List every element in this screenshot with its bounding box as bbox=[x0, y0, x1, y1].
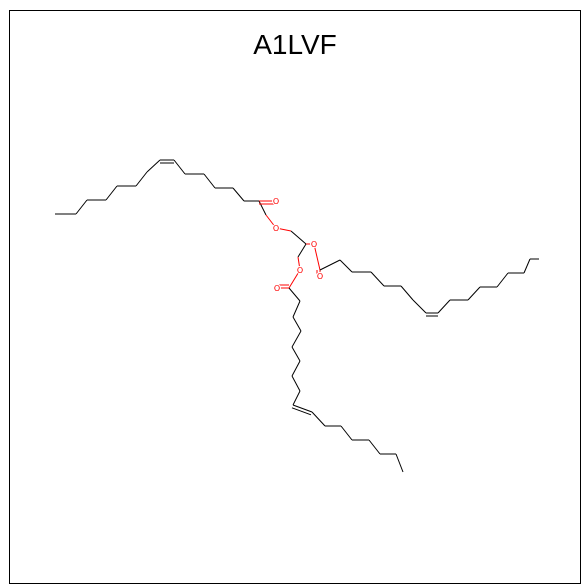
double-bond-line bbox=[291, 407, 312, 416]
bond bbox=[173, 159, 186, 175]
oxygen-atom-label: O bbox=[311, 240, 317, 249]
oxygen-atom-label: O bbox=[274, 284, 280, 293]
bond bbox=[437, 299, 451, 314]
atom-label-background bbox=[272, 197, 280, 205]
bond bbox=[292, 300, 301, 318]
bond bbox=[291, 346, 301, 362]
oxygen-atom-label: O bbox=[317, 272, 323, 281]
bond bbox=[290, 230, 307, 245]
bond bbox=[297, 243, 307, 258]
bond bbox=[400, 285, 414, 301]
atom-label-background bbox=[296, 266, 304, 274]
atom-label-background bbox=[273, 284, 281, 292]
bond bbox=[292, 390, 301, 406]
bond bbox=[313, 243, 321, 271]
bond bbox=[232, 187, 245, 202]
bond bbox=[523, 258, 531, 274]
compound-title: A1LVF bbox=[253, 29, 337, 60]
bond bbox=[340, 425, 353, 441]
bond bbox=[311, 411, 326, 427]
bond bbox=[319, 259, 341, 271]
bond bbox=[370, 271, 385, 287]
bond bbox=[75, 199, 88, 215]
bond bbox=[292, 404, 313, 413]
bond bbox=[203, 173, 216, 189]
bond bbox=[467, 286, 481, 301]
oxygen-atom-label: O bbox=[273, 197, 279, 206]
bond bbox=[105, 185, 118, 201]
bond bbox=[291, 360, 301, 377]
structure-panel: A1LVF bbox=[9, 10, 581, 584]
bond bbox=[339, 259, 353, 273]
oxygen-atom-label: O bbox=[273, 224, 279, 233]
bond bbox=[395, 453, 404, 473]
bond bbox=[146, 159, 161, 173]
bond bbox=[258, 200, 267, 216]
oxygen-atom-label: O bbox=[297, 266, 303, 275]
atom-label-background bbox=[272, 224, 280, 232]
bond bbox=[412, 299, 427, 314]
atom-label-background bbox=[310, 240, 318, 248]
bond bbox=[292, 316, 302, 332]
atom-label-background bbox=[316, 272, 324, 280]
bond bbox=[368, 439, 381, 455]
bond bbox=[291, 375, 301, 392]
bond bbox=[135, 171, 148, 187]
bond bbox=[496, 272, 509, 288]
bond bbox=[288, 287, 301, 302]
bond bbox=[291, 330, 302, 348]
